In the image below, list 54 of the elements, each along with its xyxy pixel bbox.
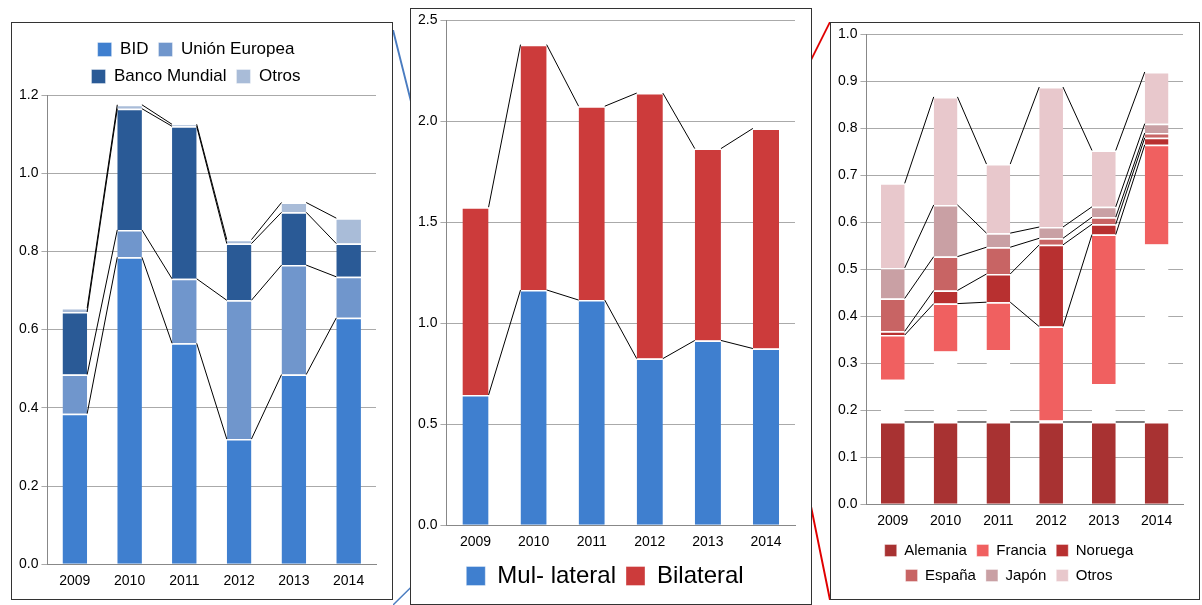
legend-label: Otros <box>258 66 301 86</box>
legend-label: Otros <box>1075 565 1113 583</box>
x-tick-label: 2013 <box>692 533 724 550</box>
y-tick-label: 0.4 <box>18 398 39 415</box>
y-tick-label: 0.2 <box>18 476 39 493</box>
legend-label: Banco Mundial <box>113 66 227 86</box>
legend-label: Japón <box>1005 565 1047 583</box>
y-tick-label: 0.4 <box>837 307 858 324</box>
y-tick-label: 0.8 <box>837 119 858 136</box>
y-tick-label: 0.1 <box>837 448 858 465</box>
y-tick-label: 0.0 <box>18 555 39 572</box>
y-tick-label: 1.2 <box>18 85 39 102</box>
legend-label: Bilateral <box>657 560 744 588</box>
y-tick-label: 0.8 <box>18 242 39 259</box>
y-tick-label: 0.6 <box>18 320 39 337</box>
x-tick-label: 2011 <box>983 512 1014 529</box>
y-tick-label: 0.2 <box>837 401 858 418</box>
legend-label: Francia <box>996 540 1047 558</box>
x-tick-label: 2010 <box>114 572 146 589</box>
y-tick-label: 1.0 <box>837 25 858 42</box>
x-tick-label: 2010 <box>930 512 962 529</box>
x-tick-label: 2009 <box>877 512 909 529</box>
y-tick-label: 0.0 <box>417 516 438 533</box>
y-tick-label: 1.5 <box>417 213 438 230</box>
x-tick-label: 2012 <box>1035 512 1067 529</box>
y-tick-label: 2.0 <box>417 112 438 129</box>
y-tick-label: 1.0 <box>18 164 39 181</box>
x-tick-label: 2013 <box>1088 512 1120 529</box>
legend-label: España <box>925 565 977 583</box>
x-tick-label: 2009 <box>59 572 91 589</box>
x-tick-label: 2014 <box>333 572 365 589</box>
y-tick-label: 0.9 <box>837 72 858 89</box>
legend-label: Noruega <box>1075 540 1134 558</box>
x-tick-label: 2009 <box>459 533 492 550</box>
y-tick-label: 0.5 <box>417 415 438 432</box>
y-tick-label: 0.5 <box>837 260 858 277</box>
x-tick-label: 2013 <box>278 572 310 589</box>
y-tick-label: 0.0 <box>837 495 858 512</box>
legend-label: Alemania <box>904 540 968 558</box>
x-tick-label: 2014 <box>1141 512 1173 529</box>
x-tick-label: 2011 <box>169 572 200 589</box>
legend-label: Mul- lateral <box>497 560 616 588</box>
y-tick-label: 0.6 <box>837 213 858 230</box>
legend-label: BID <box>120 39 149 59</box>
x-tick-label: 2012 <box>634 533 666 550</box>
y-tick-label: 2.5 <box>417 11 438 28</box>
x-tick-label: 2010 <box>518 533 550 550</box>
x-tick-label: 2014 <box>750 533 782 550</box>
x-tick-label: 2012 <box>223 572 255 589</box>
y-tick-label: 0.7 <box>837 166 858 183</box>
legend-label: Unión Europea <box>180 39 295 59</box>
y-tick-label: 1.0 <box>417 314 438 331</box>
y-tick-label: 0.3 <box>837 354 858 371</box>
x-tick-label: 2011 <box>576 533 607 550</box>
